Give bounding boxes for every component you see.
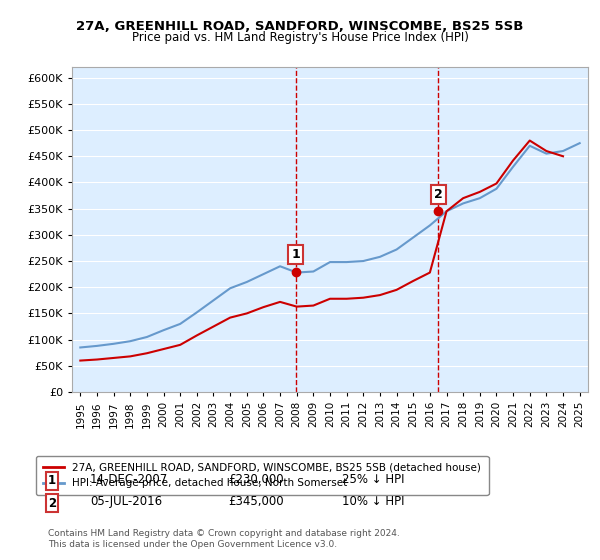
Text: 14-DEC-2007: 14-DEC-2007: [90, 473, 168, 486]
Text: 2: 2: [434, 188, 443, 201]
Text: Contains HM Land Registry data © Crown copyright and database right 2024.
This d: Contains HM Land Registry data © Crown c…: [48, 529, 400, 549]
Text: 25% ↓ HPI: 25% ↓ HPI: [342, 473, 404, 486]
Text: 1: 1: [48, 474, 56, 487]
Text: 27A, GREENHILL ROAD, SANDFORD, WINSCOMBE, BS25 5SB: 27A, GREENHILL ROAD, SANDFORD, WINSCOMBE…: [76, 20, 524, 32]
Text: 2: 2: [48, 497, 56, 510]
Text: 10% ↓ HPI: 10% ↓ HPI: [342, 495, 404, 508]
Text: £345,000: £345,000: [228, 495, 284, 508]
Text: £230,000: £230,000: [228, 473, 284, 486]
Text: 1: 1: [292, 248, 300, 261]
Text: Price paid vs. HM Land Registry's House Price Index (HPI): Price paid vs. HM Land Registry's House …: [131, 31, 469, 44]
Text: 05-JUL-2016: 05-JUL-2016: [90, 495, 162, 508]
Legend: 27A, GREENHILL ROAD, SANDFORD, WINSCOMBE, BS25 5SB (detached house), HPI: Averag: 27A, GREENHILL ROAD, SANDFORD, WINSCOMBE…: [36, 456, 488, 496]
